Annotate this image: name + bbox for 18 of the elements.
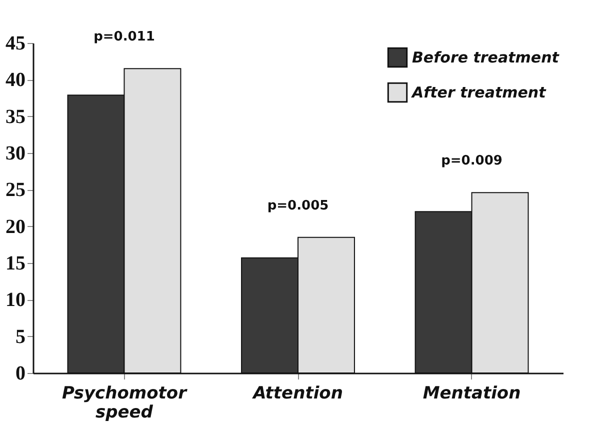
x-tick-label: Attention <box>251 384 343 404</box>
x-tick-label: Psychomotor speed <box>62 384 188 422</box>
legend-label: Before treatment <box>412 48 560 66</box>
y-tick-label: 45 <box>6 32 26 54</box>
annotation: p=0.011 <box>94 30 155 45</box>
y-tick-label: 25 <box>6 179 26 202</box>
y-tick-label: 30 <box>6 142 26 164</box>
y-tick-label: 40 <box>6 69 26 92</box>
annotation: p=0.009 <box>441 154 502 169</box>
y-tick-label: 5 <box>16 326 26 348</box>
y-tick-label: 20 <box>6 216 26 238</box>
y-tick-label: 35 <box>6 106 26 128</box>
y-tick-label: 15 <box>6 252 26 274</box>
legend-label: After treatment <box>411 84 547 102</box>
y-tick-label: 10 <box>6 289 26 312</box>
x-tick-label: Mentation <box>422 384 521 404</box>
annotation: p=0.005 <box>267 198 329 214</box>
y-tick-label: 0 <box>16 362 26 384</box>
